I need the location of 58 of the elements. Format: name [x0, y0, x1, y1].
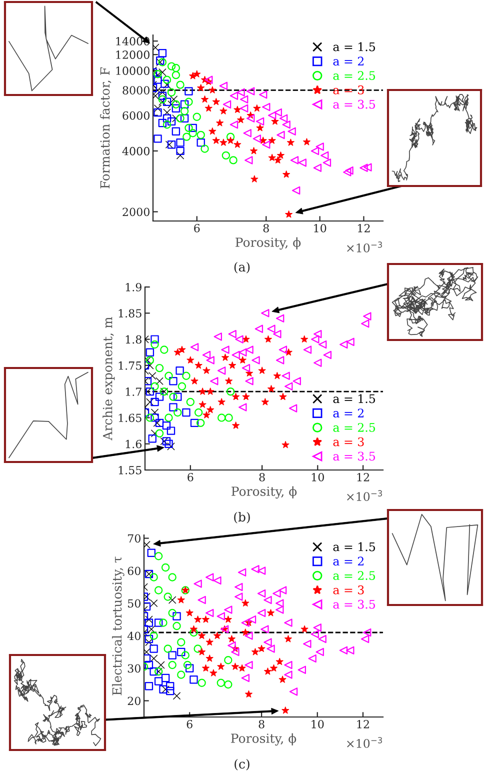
y-tick-label: 1.9	[126, 282, 142, 292]
y-axis-title: Archie exponent, m	[102, 316, 115, 440]
y-tick-label: 70	[128, 534, 140, 543]
legend-label: a = 3.5	[333, 600, 376, 609]
y-axis-title: Formation factor, F	[100, 67, 112, 188]
x-tick-label: 12	[357, 720, 369, 728]
text: a = 2.5	[333, 571, 376, 580]
text: ×10$^{−3}$	[347, 737, 382, 748]
text: ×10$^{−3}$	[347, 242, 382, 252]
x-tick-label: 8	[263, 224, 269, 232]
y-tick-label: 1.85	[118, 309, 142, 318]
x-tick-label: 6	[188, 472, 194, 482]
text: (b)	[234, 512, 250, 524]
x-tick-label: 12	[358, 224, 370, 232]
x-axis-title: Porosity, ϕ	[236, 237, 301, 250]
x-tick-label: 8	[258, 720, 264, 728]
x-tick-label: 6	[186, 720, 192, 728]
y-tick-label: 30	[128, 664, 140, 673]
text: (a)	[234, 262, 250, 274]
x-tick-label: 12	[357, 472, 370, 482]
y-tick-label: 1.7	[126, 388, 142, 396]
y-tick-label: 60	[128, 566, 140, 576]
y-axis-title: Electrical tortuosity, τ	[112, 556, 124, 696]
legend-label: a = 1.5	[333, 42, 376, 52]
legend-label: a = 2.5	[333, 71, 376, 80]
text: ×10$^{−3}$	[347, 490, 382, 502]
y-tick-label: 12000	[116, 50, 150, 59]
x-axis-title: Porosity, ϕ	[231, 733, 296, 746]
y-tick-label: 1.6	[126, 440, 142, 448]
y-tick-label: 50	[128, 599, 140, 608]
y-tick-label: 20	[128, 696, 140, 706]
text: a = 2	[333, 556, 364, 566]
y-tick-label: 8000	[122, 86, 150, 95]
text: a = 1.5	[333, 542, 376, 552]
x-tick-label: 6	[194, 224, 200, 232]
legend-label: a = 2	[333, 408, 364, 418]
legend-label: a = 3	[333, 585, 364, 594]
y-tick-label: 1.75	[118, 361, 142, 370]
y-tick-label: 40	[127, 632, 140, 640]
x-tick-label: 10	[312, 472, 324, 482]
x-tick-label: 10	[312, 720, 324, 728]
y-tick-label: 1.65	[118, 414, 142, 422]
y-tick-label: 10000	[116, 66, 150, 75]
y-tick-label: 1.55	[118, 466, 142, 474]
legend-label: a = 3.5	[333, 452, 376, 461]
legend-label: a = 1.5	[333, 394, 376, 404]
legend-label: a = 3	[333, 437, 364, 446]
legend-label: a = 3.5	[333, 100, 376, 109]
y-tick-label: 6000	[122, 111, 150, 120]
x-axis-title: Porosity, ϕ	[232, 486, 297, 499]
legend-label: a = 2	[333, 56, 364, 66]
text: (c)	[234, 758, 250, 770]
y-tick-label: 2000	[122, 208, 150, 216]
y-tick-label: 4000	[122, 146, 150, 156]
x-tick-label: 10	[314, 224, 326, 232]
y-tick-label: 1.8	[126, 335, 142, 344]
legend-label: a = 2.5	[333, 422, 376, 432]
x-tick-label: 8	[259, 472, 265, 482]
